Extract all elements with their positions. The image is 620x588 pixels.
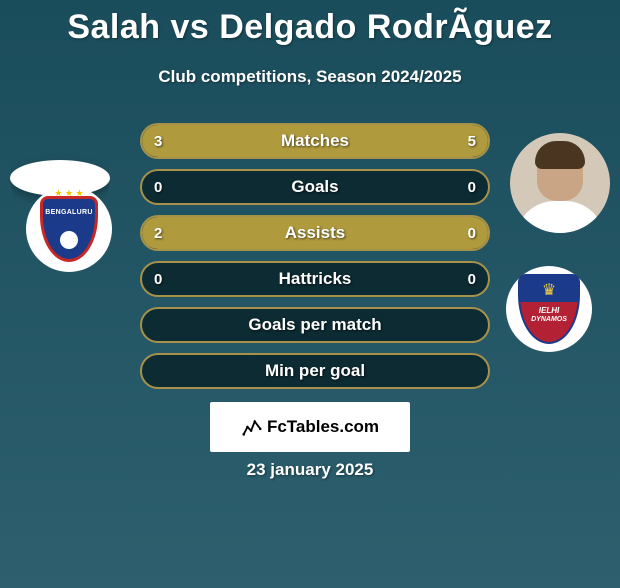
stat-label: Min per goal	[142, 355, 488, 387]
shield-icon: BENGALURU	[40, 196, 98, 262]
club-text-left: BENGALURU	[43, 209, 95, 216]
page-title: Salah vs Delgado RodrÃ­guez	[0, 8, 620, 47]
stat-row: 35Matches	[140, 123, 490, 159]
player-photo-right	[510, 133, 610, 233]
stat-row: 20Assists	[140, 215, 490, 251]
stats-container: 35Matches 00Goals 20Assists 00Hattricks Goal…	[140, 123, 490, 399]
stat-label: Assists	[142, 217, 488, 249]
ball-icon	[60, 231, 78, 249]
stat-row: Min per goal	[140, 353, 490, 389]
stat-row: 00Hattricks	[140, 261, 490, 297]
date-text: 23 january 2025	[0, 460, 620, 480]
page-subtitle: Club competitions, Season 2024/2025	[0, 67, 620, 87]
club-text-right-2: DYNAMOS	[520, 316, 578, 323]
club-badge-left: ★ ★ ★ BENGALURU	[26, 186, 112, 272]
shield-icon: ♛ IELHI DYNAMOS	[518, 274, 580, 344]
stat-row: Goals per match	[140, 307, 490, 343]
watermark-text: FcTables.com	[267, 417, 379, 437]
stat-row: 00Goals	[140, 169, 490, 205]
club-text-right-1: IELHI	[520, 306, 578, 315]
stat-label: Hattricks	[142, 263, 488, 295]
chart-icon	[241, 416, 263, 438]
club-badge-right: ♛ IELHI DYNAMOS	[506, 266, 592, 352]
stat-label: Goals	[142, 171, 488, 203]
watermark: FcTables.com	[210, 402, 410, 452]
stat-label: Matches	[142, 125, 488, 157]
stat-label: Goals per match	[142, 309, 488, 341]
lion-icon: ♛	[542, 280, 556, 300]
